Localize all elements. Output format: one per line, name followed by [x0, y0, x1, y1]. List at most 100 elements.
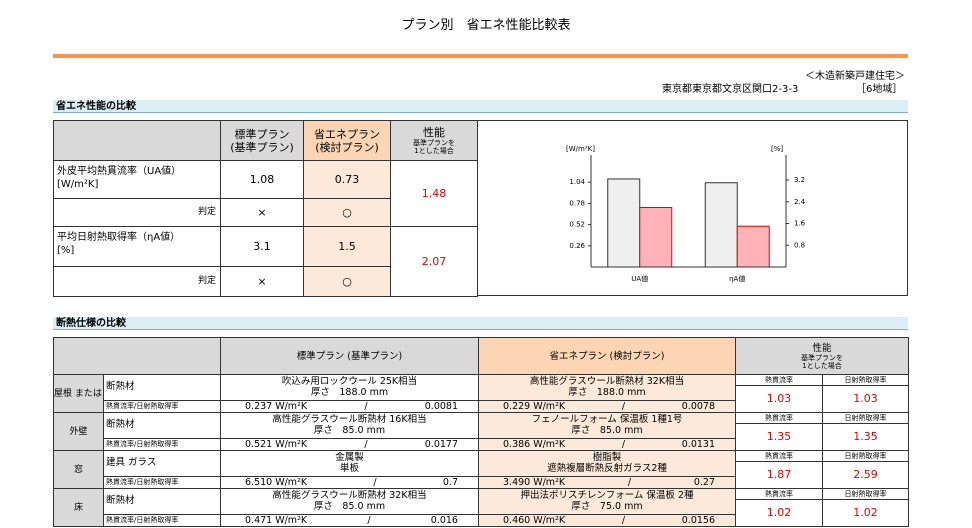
value-cell: 6.510 W/m²K / 0.7	[220, 475, 479, 490]
bar	[736, 225, 770, 268]
item-cell: 熱貫流率/日射熱取得率	[103, 399, 221, 414]
bar	[607, 178, 641, 268]
spec-cell: 吹込み用ロックウール 25K相当 厚さ 188.0 mm	[220, 374, 479, 401]
spec-table: 標準プラン (基準プラン) 省エネプラン (検討プラン) 性能 基準プランを 1とした…	[53, 337, 909, 528]
performance-cell: 1.48	[390, 160, 478, 227]
performance-label: 日射熱取得率	[823, 376, 908, 386]
value-line: 0.386 W/m²K / 0.0131	[480, 438, 735, 450]
y2-tick-label: 2.4	[794, 198, 806, 206]
y2-tick-label: 3.2	[794, 176, 805, 184]
judge-cell: ○	[303, 266, 391, 297]
spec-detail: 厚さ 85.0 mm	[313, 501, 386, 513]
chart-frame: [W/m²K] [%] 0.26 0.52 0.78 1.04 0.8 1.6 2.4 3.2 UA…	[477, 120, 908, 296]
value-cell: 1.5	[303, 226, 391, 267]
performance-cell: 熱貫流率 1.35	[735, 412, 823, 451]
performance-value: 1.87	[766, 468, 792, 481]
header-cell: 省エネプラン (検討プラン)	[478, 337, 736, 375]
spec-text: フェノールフォーム 保温板 1種1号	[531, 414, 683, 426]
spec-text: 吹込み用ロックウール 25K相当	[281, 376, 418, 388]
x-tick-label: UA値	[631, 274, 648, 283]
value-line: 0.237 W/m²K / 0.0081	[222, 400, 478, 412]
y-tick-label: 0.52	[569, 221, 585, 229]
y-tick-label: 1.04	[569, 178, 585, 186]
eta-value: 0.0131	[681, 438, 715, 450]
separator: /	[621, 514, 626, 526]
spec-detail: 厚さ 188.0 mm	[310, 387, 389, 399]
header-row: 標準プラン (基準プラン) 省エネプラン (検討プラン) 性能 基準プランを 1とした…	[53, 337, 909, 375]
spec-row: 外壁 断熱材 高性能グラスウール断熱材 16K相当 厚さ 85.0 mm フェノールフォ…	[53, 412, 909, 451]
separator: /	[621, 400, 626, 412]
performance-cell: 熱貫流率 1.87	[735, 450, 823, 489]
separator: /	[621, 438, 626, 450]
value-cell: 0.229 W/m²K / 0.0078	[478, 399, 736, 414]
spec-cell: 高性能グラスウール断熱材 32K相当 厚さ 85.0 mm	[220, 488, 479, 515]
spec-text: 高性能グラスウール断熱材 32K相当	[529, 376, 685, 388]
address: 東京都東京都文京区関口2-3-3	[662, 84, 799, 95]
performance-label: 熱貫流率	[736, 490, 822, 500]
item-cell: 熱貫流率/日射熱取得率	[103, 437, 221, 452]
y-tick-label: 0.78	[569, 199, 585, 207]
y2-tick-label: 1.6	[794, 220, 806, 228]
spec-text: 高性能グラスウール断熱材 16K相当	[272, 414, 427, 426]
header-cell: 性能 基準プランを 1とした場合	[390, 120, 478, 161]
spec-text: 金属製	[335, 452, 364, 464]
performance-cell: 日射熱取得率 2.59	[822, 450, 909, 489]
performance-value: 2.59	[853, 468, 878, 481]
u-value: 6.510 W/m²K	[245, 476, 308, 488]
y-tick-label: 0.26	[569, 242, 585, 250]
spec-cell: 高性能グラスウール断熱材 16K相当 厚さ 85.0 mm	[220, 412, 479, 439]
u-value: 0.460 W/m²K	[503, 514, 566, 526]
header-row: 標準プラン (基準プラン) 省エネプラン (検討プラン) 性能 基準プランを 1とした…	[53, 120, 478, 161]
spec-row: 窓建具 ガラス 金属製 単板 樹脂製 遮熱複層断熱反射ガラス2種 熱貫流率 1.87 日射熱取…	[53, 450, 909, 489]
header-note: 基準プランを 1とした場合	[801, 353, 843, 370]
part-cell: 床	[53, 488, 104, 527]
performance-label: 熱貫流率	[736, 376, 822, 386]
performance-label: 熱貫流率	[736, 414, 822, 424]
item-cell: 建具 ガラス	[103, 450, 221, 477]
comparison-table: 標準プラン (基準プラン) 省エネプラン (検討プラン) 性能 基準プランを 1とした…	[53, 120, 478, 297]
performance-cell: 日射熱取得率 1.03	[822, 374, 909, 413]
y-axis-label: [W/m²K]	[566, 145, 595, 153]
value-line: 6.510 W/m²K / 0.7	[222, 476, 478, 488]
judge-cell: ○	[303, 198, 391, 227]
spec-detail: 厚さ 85.0 mm	[571, 425, 643, 437]
eta-value: 0.0081	[424, 400, 458, 412]
u-value: 0.471 W/m²K	[245, 514, 308, 526]
spec-detail: 厚さ 85.0 mm	[313, 425, 386, 437]
performance-value: 1.02	[853, 506, 878, 519]
x-tick-label: ηA値	[729, 274, 745, 283]
eta-value: 0.0156	[681, 514, 715, 526]
eta-value: 0.0177	[424, 438, 458, 450]
value-cell: 1.08	[220, 160, 304, 199]
separator: /	[627, 476, 632, 488]
part-cell: 屋根 または 天井	[53, 374, 104, 413]
value-line: 0.521 W/m²K / 0.0177	[222, 438, 478, 450]
page-title: プラン別 省エネ性能比較表	[401, 18, 571, 33]
item-cell: 断熱材	[103, 488, 221, 515]
separator: /	[367, 514, 371, 526]
spec-text: 高性能グラスウール断熱材 32K相当	[272, 490, 427, 502]
performance-cell: 2.07	[390, 226, 478, 297]
performance-cell: 熱貫流率 1.02	[735, 488, 823, 527]
header-note: 基準プランを 1とした場合	[413, 139, 455, 155]
value-row: 熱貫流率/日射熱取得率 0.521 W/m²K / 0.0177 0.386 W/m²K…	[54, 437, 909, 452]
spec-cell: 高性能グラスウール断熱材 32K相当 厚さ 188.0 mm	[478, 374, 736, 401]
value-cell: 0.460 W/m²K / 0.0156	[478, 513, 736, 528]
spec-cell: 押出法ポリスチレンフォーム 保温板 2種 厚さ 75.0 mm	[478, 488, 736, 515]
eta-value: 0.27	[693, 476, 715, 488]
y2-tick-label: 0.8	[794, 241, 805, 249]
u-value: 0.229 W/m²K	[503, 400, 566, 412]
performance-cell: 熱貫流率 1.03	[735, 374, 823, 413]
row-label: 外皮平均熱貫流率（UA値） [W/m²K]	[53, 160, 221, 199]
bar	[704, 182, 738, 268]
eta-value: 0.0078	[681, 400, 715, 412]
performance-value: 1.02	[766, 506, 792, 519]
section-title: 断熱仕様の比較	[53, 317, 908, 330]
header-cell: 省エネプラン (検討プラン)	[303, 120, 391, 161]
spec-text: 押出法ポリスチレンフォーム 保温板 2種	[520, 490, 694, 502]
eta-value: 0.7	[442, 476, 458, 488]
separator: /	[373, 476, 377, 488]
eta-value: 0.016	[430, 514, 458, 526]
